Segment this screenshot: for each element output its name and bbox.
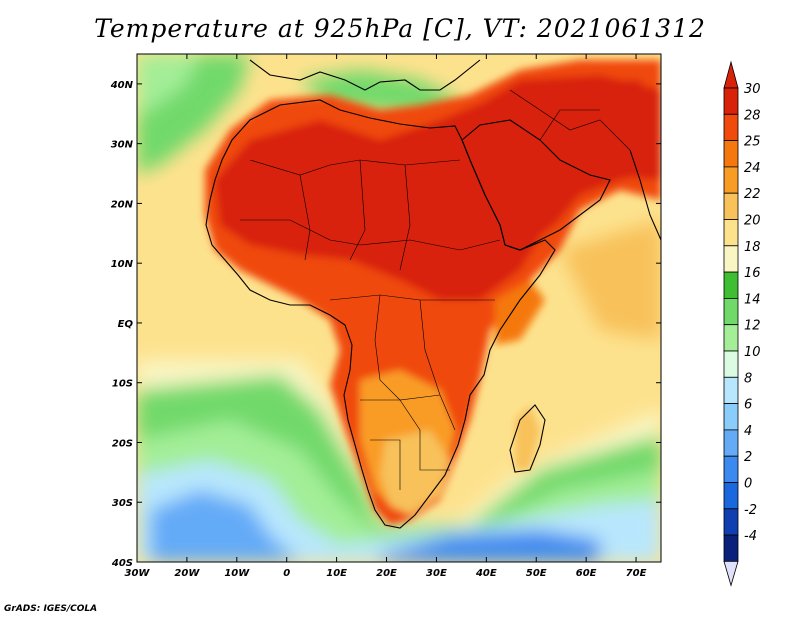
colorbar-swatch xyxy=(723,140,739,168)
colorbar-swatch xyxy=(723,271,739,299)
chart-title: Temperature at 925hPa [C], VT: 202106131… xyxy=(94,14,706,43)
lat-tick-label: 20N xyxy=(111,199,134,210)
southern-ocean-blue-east xyxy=(380,530,600,562)
colorbar-swatch xyxy=(723,166,739,194)
colorbar-level-label: 16 xyxy=(744,266,761,281)
country-borders xyxy=(240,89,631,490)
lon-tick-label: 30E xyxy=(426,568,447,579)
colorbar-top-arrow xyxy=(723,60,739,89)
lat-tick-label: 20S xyxy=(112,438,133,449)
colorbar-level-label: -4 xyxy=(744,529,757,544)
lon-tick-label: 50E xyxy=(526,568,547,579)
colorbar-swatch xyxy=(723,482,739,510)
colorbar-level-label: 4 xyxy=(744,424,752,439)
lon-tick-label: 10E xyxy=(326,568,347,579)
colorbar-swatch xyxy=(723,297,739,326)
colorbar-level-label: 2 xyxy=(744,450,752,465)
colorbar-level-label: 6 xyxy=(744,398,752,413)
colorbar-level-label: 24 xyxy=(744,161,761,176)
map-plot-area xyxy=(137,54,661,562)
southern-ocean-blue xyxy=(150,490,300,562)
colorbar-bottom-arrow xyxy=(723,561,739,587)
longitude-axis: 30W 20W 10W 0 10E 20E 30E 40E 50E 60E 70E xyxy=(125,54,647,579)
colorbar-swatch xyxy=(723,350,739,378)
madagascar-coastline xyxy=(509,404,546,473)
colorbar-swatch xyxy=(723,87,739,115)
southern-africa-mild xyxy=(380,430,450,515)
colorbar-swatch xyxy=(723,403,739,431)
colorbar-level-label: 12 xyxy=(744,319,761,334)
colorbar-swatch xyxy=(723,192,739,220)
colorbar-level-label: 8 xyxy=(744,371,752,386)
lat-tick-label: 40S xyxy=(111,558,133,569)
lon-tick-label: 0 xyxy=(283,568,290,579)
lat-tick-label: 10S xyxy=(112,379,133,390)
colorbar-swatch xyxy=(723,245,739,273)
horn-cooler xyxy=(495,280,545,345)
lat-tick-label: EQ xyxy=(118,319,134,330)
colorbar-swatch xyxy=(723,324,739,352)
colorbar-swatch xyxy=(723,508,739,536)
colorbar-level-label: 20 xyxy=(744,214,761,229)
latitude-axis: 40N 30N 20N 10N EQ 10S 20S 30S 40S xyxy=(110,80,661,569)
lon-tick-label: 10W xyxy=(224,568,250,579)
indian-ocean-warm xyxy=(560,220,661,340)
north-atlantic-cold-core xyxy=(137,54,200,115)
colorbar-level-label: -2 xyxy=(744,503,757,518)
colorbar-level-label: 18 xyxy=(744,240,761,255)
colorbar-level-label: 10 xyxy=(744,345,761,360)
africa-coastline xyxy=(205,99,556,529)
colorbar-level-label: 30 xyxy=(744,82,761,97)
coastlines xyxy=(205,59,661,529)
india-coastline xyxy=(629,149,661,241)
colorbar-level-label: 14 xyxy=(744,292,761,307)
colorbar-level-label: 25 xyxy=(744,135,761,150)
lat-tick-label: 30S xyxy=(112,498,133,509)
madagascar-warm xyxy=(515,405,540,470)
colorbar-level-label: 0 xyxy=(744,477,752,492)
colorbar-swatch xyxy=(723,429,739,457)
lon-tick-label: 70E xyxy=(626,568,647,579)
colorbar-swatch xyxy=(723,113,739,142)
lon-tick-label: 20W xyxy=(174,568,200,579)
colorbar-swatch xyxy=(723,376,739,404)
europe-coastline xyxy=(249,59,481,91)
lon-tick-label: 40E xyxy=(475,568,497,579)
colorbar-swatch xyxy=(723,219,739,247)
arabian-peninsula-coastline xyxy=(461,119,611,251)
colorbar-swatch xyxy=(723,455,739,483)
lon-tick-label: 20E xyxy=(376,568,397,579)
plot-frame xyxy=(136,53,662,563)
colorbar-level-label: 28 xyxy=(744,108,761,123)
grads-credit: GrADS: IGES/COLA xyxy=(4,604,98,614)
lat-tick-label: 10N xyxy=(111,259,134,270)
lat-tick-label: 30N xyxy=(111,140,134,151)
lon-tick-label: 30W xyxy=(125,568,151,579)
lat-tick-label: 40N xyxy=(110,80,134,91)
lon-tick-label: 60E xyxy=(576,568,597,579)
colorbar-swatch xyxy=(723,534,739,562)
colorbar-level-label: 22 xyxy=(744,187,761,202)
